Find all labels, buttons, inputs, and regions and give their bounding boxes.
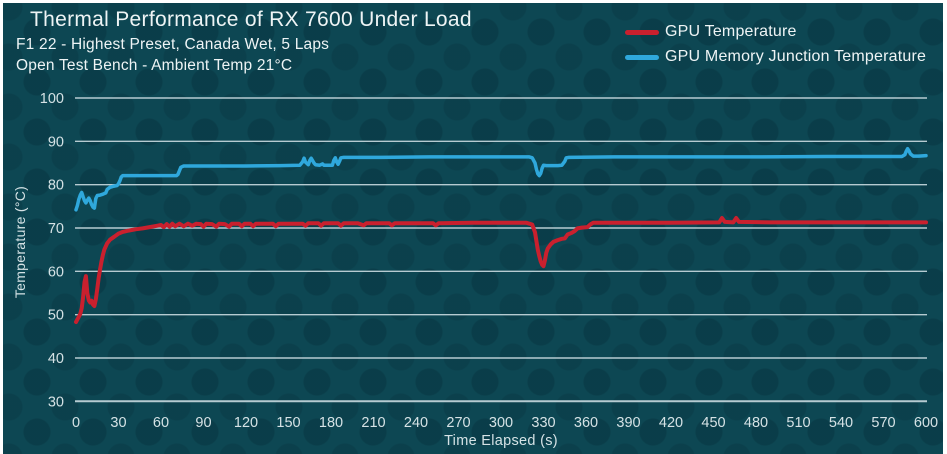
x-tick-label-30: 30 (110, 415, 126, 431)
y-tick-label-80: 80 (48, 178, 64, 194)
chart-subtitle-bench: Open Test Bench - Ambient Temp 21°C (16, 57, 293, 74)
x-tick-label-270: 270 (446, 415, 470, 431)
y-tick-label-40: 40 (48, 351, 64, 367)
x-tick-label-510: 510 (786, 415, 810, 431)
legend-label-gpu-temperature: GPU Temperature (665, 23, 797, 40)
x-tick-label-240: 240 (404, 415, 428, 431)
y-axis-label: Temperature (°C) (12, 185, 28, 299)
x-tick-label-150: 150 (276, 415, 300, 431)
x-tick-label-330: 330 (531, 415, 555, 431)
x-tick-label-420: 420 (659, 415, 683, 431)
y-tick-label-30: 30 (48, 394, 64, 410)
legend-item-gpu-temperature: GPU Temperature (625, 23, 926, 41)
x-tick-label-360: 360 (574, 415, 598, 431)
legend-item-memory-junction: GPU Memory Junction Temperature (625, 48, 926, 66)
y-tick-label-60: 60 (48, 264, 64, 280)
y-tick-label-70: 70 (48, 221, 64, 237)
chart-subtitle-settings: F1 22 - Highest Preset, Canada Wet, 5 La… (16, 36, 330, 53)
x-tick-label-0: 0 (72, 415, 80, 431)
x-tick-label-120: 120 (234, 415, 258, 431)
x-tick-label-60: 60 (153, 415, 169, 431)
x-tick-label-390: 390 (616, 415, 640, 431)
x-tick-label-300: 300 (489, 415, 513, 431)
legend-label-memory-junction: GPU Memory Junction Temperature (665, 48, 927, 65)
series-line-gpu-memory-junction-temperature (74, 146, 928, 212)
line-chart: 30 40 50 60 70 80 90 100 0 30 60 90 120 150 180 210 240 2… (40, 91, 938, 431)
legend-swatch-memory-junction (625, 54, 659, 60)
chart-title: Thermal Performance of RX 7600 Under Loa… (30, 8, 472, 31)
legend: GPU Temperature GPU Memory Junction Temp… (625, 23, 926, 66)
y-tick-label-90: 90 (48, 134, 64, 150)
y-tick-label-50: 50 (48, 308, 64, 324)
y-tick-label-100: 100 (40, 91, 64, 107)
x-tick-label-480: 480 (744, 415, 768, 431)
x-tick-label-210: 210 (361, 415, 385, 431)
x-tick-label-600: 600 (914, 415, 938, 431)
series-line-gpu-temperature (74, 216, 928, 324)
x-tick-label-180: 180 (319, 415, 343, 431)
legend-swatch-gpu-temperature (625, 29, 659, 35)
x-tick-label-570: 570 (871, 415, 895, 431)
x-tick-label-90: 90 (195, 415, 211, 431)
x-axis-label: Time Elapsed (s) (444, 433, 558, 449)
x-tick-label-450: 450 (701, 415, 725, 431)
x-tick-label-540: 540 (829, 415, 853, 431)
